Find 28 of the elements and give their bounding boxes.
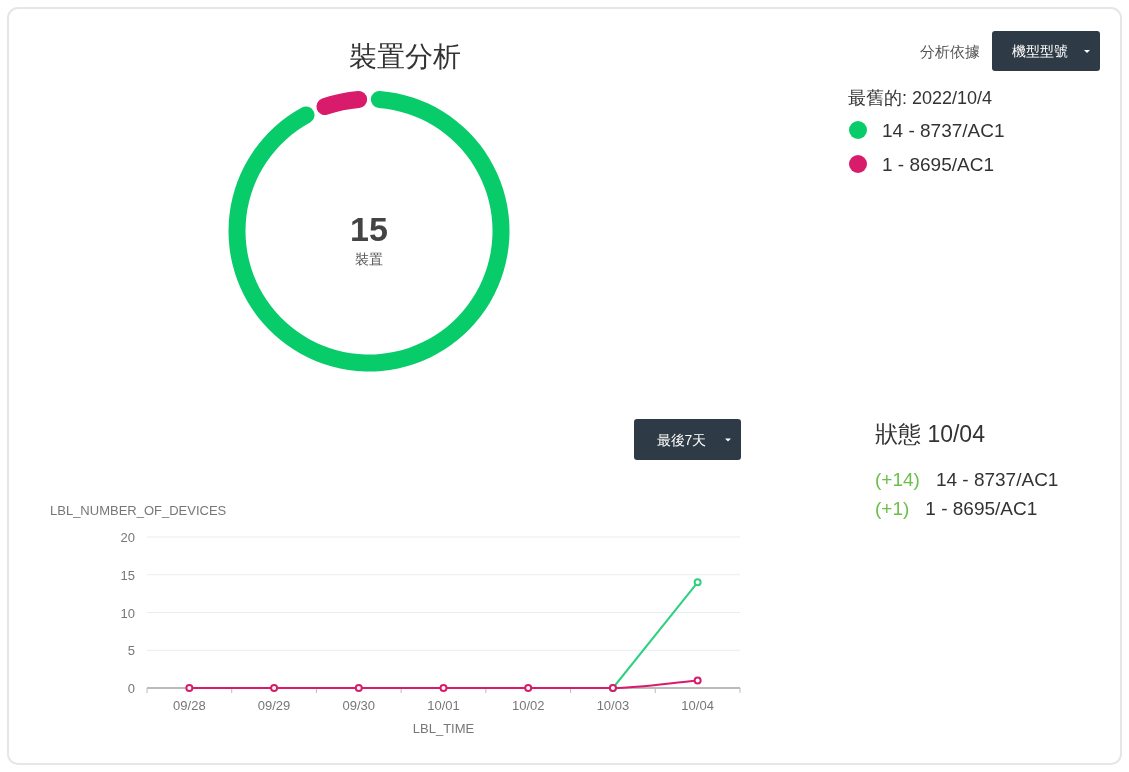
x-tick-label: 09/30 [342,698,376,713]
x-tick-label: 10/04 [681,698,714,713]
x-tick-label: 10/02 [511,698,545,713]
text: 裝置 [355,251,383,267]
button: 機型型號 [992,31,1100,71]
x-tick-label: 09/28 [173,698,206,713]
legend-title: 最舊的: 2022/10/4 [848,88,993,108]
y-tick-label: 0 [127,681,135,696]
x-tick-label: 10/01 [427,698,460,713]
y-tick-label: 15 [120,567,135,583]
text: 14 - 8737/AC1 [935,469,1059,490]
text: 15 [350,210,388,248]
text: (+14) [875,469,920,490]
y-axis-title: LBL_NUMBER_OF_DEVICES [50,503,227,518]
text: 狀態 10/04 [875,421,986,447]
x-tick-label: 09/29 [257,698,291,713]
y-tick-label: 10 [120,605,135,621]
y-tick-label: 20 [120,530,135,545]
text: 1 - 8695/AC1 [925,498,1038,519]
chart-title: 裝置分析 [349,41,461,72]
text: (+1) [875,498,910,519]
x-axis-title: LBL_TIME [412,721,475,736]
text: 分析依據 [920,43,980,60]
button: 最後7天 [634,419,741,460]
legend-label: 1 - 8695/AC1 [882,154,994,175]
x-tick-label: 10/03 [596,698,630,713]
y-tick-label: 5 [127,643,135,659]
legend-label: 14 - 8737/AC1 [882,120,1005,141]
